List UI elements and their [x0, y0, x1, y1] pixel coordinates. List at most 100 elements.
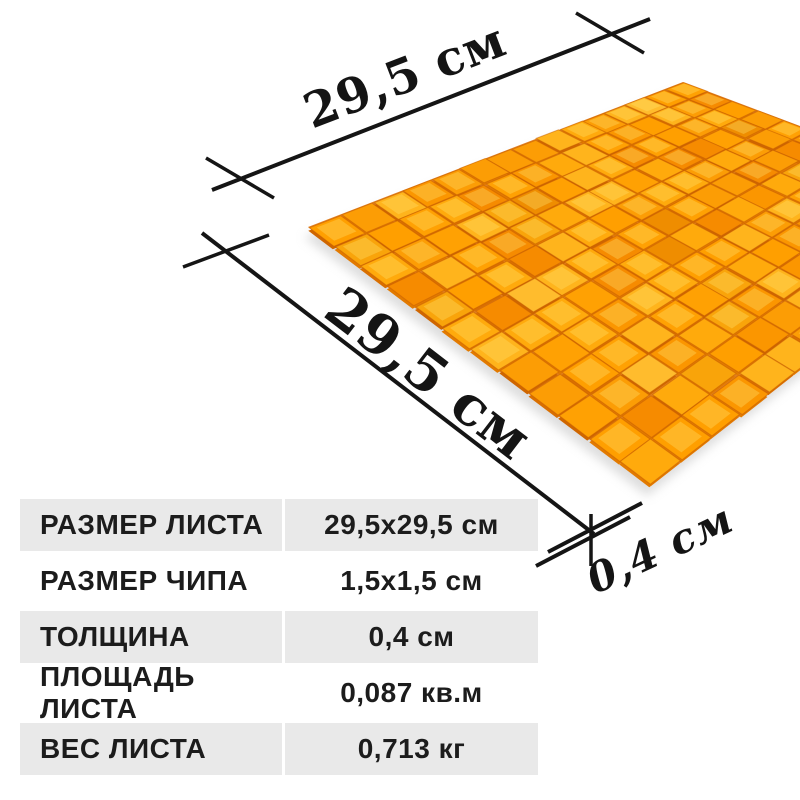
- mosaic-tile: [648, 106, 694, 127]
- mosaic-tile: [618, 249, 672, 282]
- dimension-line-side: [200, 231, 596, 536]
- mosaic-tile: [359, 251, 419, 286]
- mosaic-tile: [750, 237, 800, 268]
- mosaic-tile: [790, 327, 800, 340]
- mosaic-tile: [334, 233, 393, 267]
- spec-value: 0,713 кг: [285, 723, 538, 775]
- mosaic-tile: [446, 274, 504, 310]
- mosaic-tile: [431, 168, 485, 196]
- mosaic-tile: [441, 311, 502, 350]
- mosaic-tile: [614, 193, 666, 221]
- mosaic-tile: [688, 91, 733, 110]
- mosaic-tile: [653, 126, 701, 148]
- mosaic-tile: [423, 224, 480, 256]
- mosaic-tile: [532, 333, 591, 373]
- mosaic-tile: [560, 142, 610, 167]
- mosaic-tile: [563, 190, 615, 218]
- mosaic-tile: [675, 282, 730, 317]
- mosaic-tile: [711, 374, 770, 416]
- mosaic-tile: [644, 89, 689, 108]
- mosaic-tile: [772, 223, 800, 252]
- spec-label: ТОЛЩИНА: [20, 611, 282, 663]
- mosaic-tile: [499, 351, 560, 393]
- mosaic-tile: [392, 237, 450, 271]
- mosaic-tile: [635, 157, 685, 182]
- mosaic-tile: [606, 123, 654, 145]
- mosaic-tile: [340, 202, 398, 233]
- thickness-line-upper: [547, 501, 643, 554]
- mosaic-tile: [534, 262, 590, 297]
- dimension-tick: [205, 156, 275, 200]
- mosaic-tile: [738, 353, 796, 393]
- mosaic-tile: [616, 220, 669, 251]
- mosaic-tile: [708, 335, 765, 373]
- mosaic-tile: [760, 300, 800, 335]
- mosaic-tile: [474, 294, 533, 331]
- mosaic-tile: [649, 335, 707, 374]
- mosaic-tile: [743, 210, 794, 238]
- mosaic-tile: [688, 183, 738, 210]
- mosaic-tile: [759, 172, 800, 197]
- mosaic-tile: [533, 296, 591, 333]
- mosaic-tile: [428, 194, 483, 224]
- mosaic-tile: [672, 251, 725, 283]
- mosaic-tile: [754, 267, 800, 300]
- mosaic-tile: [509, 187, 562, 216]
- mosaic-tile: [507, 244, 563, 277]
- mosaic-tile: [619, 316, 677, 354]
- mosaic-tile: [732, 160, 781, 184]
- mosaic-tile: [619, 282, 675, 317]
- mosaic-tile: [661, 170, 711, 195]
- mosaic-tile: [710, 171, 759, 197]
- dimension-line-top: [211, 17, 651, 192]
- spec-row: РАЗМЕР ЧИПА 1,5x1,5 см: [20, 555, 538, 607]
- spec-row: РАЗМЕР ЛИСТА 29,5x29,5 см: [20, 499, 538, 551]
- mosaic-tile: [450, 241, 507, 274]
- mosaic-tile: [511, 139, 561, 164]
- mosaic-tile: [420, 255, 478, 290]
- mosaic-tile: [666, 195, 717, 222]
- mosaic-tile: [644, 235, 698, 266]
- mosaic-tile: [586, 155, 636, 180]
- mosaic-tile: [458, 157, 511, 184]
- mosaic-tile: [508, 215, 563, 245]
- spec-label: РАЗМЕР ЛИСТА: [20, 499, 282, 551]
- mosaic-tile: [677, 317, 734, 355]
- mosaic-tile: [591, 264, 647, 298]
- mosaic-tile: [681, 394, 741, 437]
- spec-table: РАЗМЕР ЛИСТА 29,5x29,5 см РАЗМЕР ЧИПА 1,5x1…: [20, 499, 538, 779]
- mosaic-tile: [609, 145, 658, 169]
- spec-label: ПЛОЩАДЬ ЛИСТА: [40, 661, 195, 724]
- mosaic-tile: [621, 395, 682, 439]
- mosaic-tile: [619, 438, 682, 485]
- mosaic-tile: [558, 394, 620, 439]
- mosaic-tile: [697, 237, 750, 268]
- spec-row: ВЕС ЛИСТА 0,713 кг: [20, 723, 538, 775]
- spec-value: 1,5x1,5 см: [340, 565, 483, 596]
- mosaic-tile: [536, 231, 590, 263]
- mosaic-tile: [638, 181, 689, 208]
- mosaic-tile: [470, 331, 530, 371]
- mosaic-tile: [719, 118, 765, 139]
- mosaic-tile: [791, 135, 800, 144]
- mosaic-tile: [454, 212, 510, 243]
- dimension-lines: [182, 11, 651, 568]
- spec-value: 0,4 см: [285, 611, 538, 663]
- mosaic-tile: [536, 176, 588, 203]
- mosaic-tile: [752, 149, 800, 173]
- mosaic-tile: [779, 253, 800, 280]
- mosaic-tile: [536, 202, 589, 232]
- mosaic-tile: [746, 128, 793, 150]
- mosaic-tile: [721, 223, 773, 253]
- mosaic-tile: [561, 315, 619, 353]
- mosaic-tile: [590, 298, 648, 334]
- mosaic-tile: [402, 179, 456, 208]
- mosaic-tile: [563, 218, 616, 248]
- mosaic-tile: [415, 290, 475, 328]
- mosaic-tile: [563, 280, 619, 315]
- mosaic-tile: [679, 354, 737, 394]
- spec-row: ПЛОЩАДЬ ЛИСТА 0,087 кв.м: [20, 661, 538, 724]
- thickness-line-lower: [535, 515, 631, 568]
- mosaic-tile: [646, 266, 700, 299]
